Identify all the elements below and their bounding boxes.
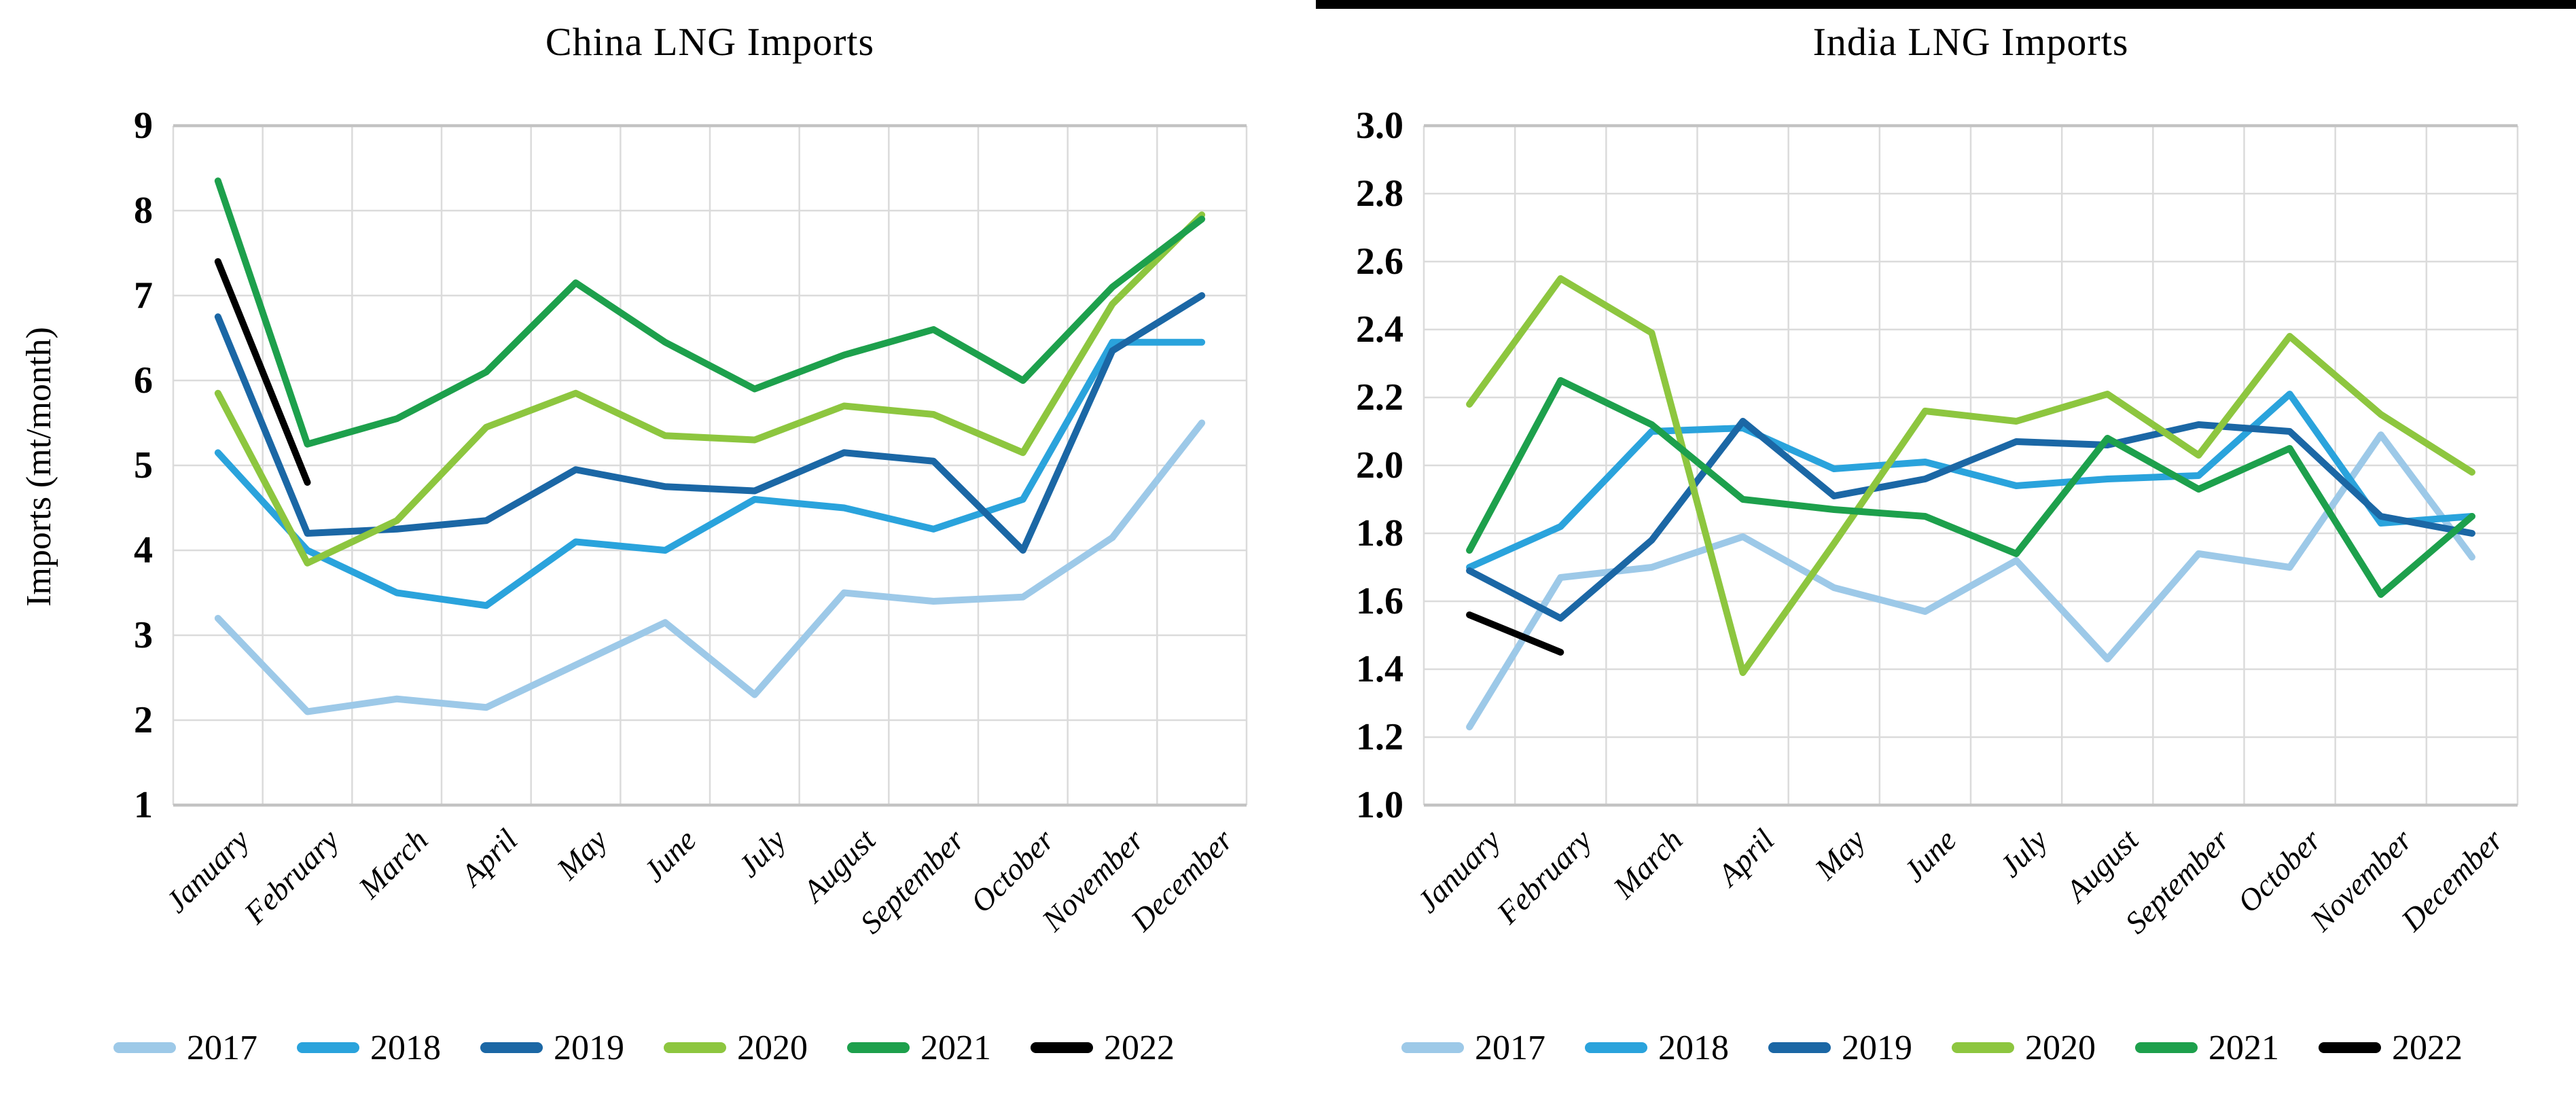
legend-label-2022: 2022 xyxy=(1104,1028,1175,1067)
legend-label-2021: 2021 xyxy=(2208,1028,2279,1067)
legend-swatch-2021 xyxy=(847,1042,910,1053)
plot-area xyxy=(1423,124,2519,807)
india-lng-imports-chart: India LNG Imports 3.0 2.8 2.6 2.4 2.2 2.0 1.8 1… xyxy=(1288,0,2576,1102)
legend-item-2017: 2017 xyxy=(1401,1020,1545,1075)
legend-swatch-2022 xyxy=(2319,1042,2381,1053)
legend-item-2017: 2017 xyxy=(113,1020,257,1075)
legend-swatch-2021 xyxy=(2135,1042,2198,1053)
top-border-bar xyxy=(1316,0,2576,9)
chart-title: India LNG Imports xyxy=(1812,20,2129,64)
legend-item-2020: 2020 xyxy=(1952,1020,2096,1075)
y-axis-tick-label: 1.2 xyxy=(1356,716,1403,758)
y-axis-tick-label: 2.2 xyxy=(1356,376,1403,419)
series-line-2018 xyxy=(214,338,1206,609)
series-line-2019 xyxy=(1466,418,2475,622)
y-axis-tick-label: 2 xyxy=(134,699,153,741)
y-axis-tick-label: 2.0 xyxy=(1356,444,1403,486)
y-axis-tick-label: 8 xyxy=(134,190,153,232)
chart-title: China LNG Imports xyxy=(545,20,875,64)
legend-swatch-2017 xyxy=(113,1042,176,1053)
legend-item-2022: 2022 xyxy=(1031,1020,1175,1075)
legend-item-2018: 2018 xyxy=(297,1020,441,1075)
series-line-2018 xyxy=(1466,391,2475,571)
legend-swatch-2020 xyxy=(1952,1042,2014,1053)
legend-label-2020: 2020 xyxy=(2025,1028,2096,1067)
y-axis-tick-label: 2.4 xyxy=(1356,308,1403,351)
legend-item-2018: 2018 xyxy=(1585,1020,1729,1075)
legend-swatch-2017 xyxy=(1401,1042,1464,1053)
series-line-2020 xyxy=(1466,275,2475,676)
y-axis-tick-label: 2.6 xyxy=(1356,241,1403,283)
legend-label-2017: 2017 xyxy=(1475,1028,1545,1067)
legend-label-2019: 2019 xyxy=(1842,1028,1912,1067)
legend-item-2019: 2019 xyxy=(1768,1020,1912,1075)
y-axis-tick-label: 3.0 xyxy=(1356,105,1403,147)
y-axis-tick-label: 2.8 xyxy=(1356,173,1403,215)
y-axis-tick-label: 9 xyxy=(134,105,153,147)
legend-swatch-2022 xyxy=(1031,1042,1093,1053)
legend-item-2021: 2021 xyxy=(847,1020,991,1075)
series-line-2021 xyxy=(214,177,1206,448)
series-line-2022 xyxy=(214,258,311,486)
legend-item-2021: 2021 xyxy=(2135,1020,2279,1075)
series-line-2017 xyxy=(214,419,1206,715)
y-axis-tick-label: 6 xyxy=(134,359,153,402)
legend-label-2022: 2022 xyxy=(2392,1028,2463,1067)
legend-item-2022: 2022 xyxy=(2319,1020,2463,1075)
y-axis-tick-label: 1 xyxy=(134,784,153,826)
legend-label-2021: 2021 xyxy=(920,1028,991,1067)
y-axis-tick-label: 1.8 xyxy=(1356,512,1403,554)
y-axis-tick-label: 4 xyxy=(134,529,153,571)
legend-item-2020: 2020 xyxy=(664,1020,808,1075)
series-line-2022 xyxy=(1466,611,1564,656)
legend-label-2017: 2017 xyxy=(187,1028,257,1067)
series-line-2017 xyxy=(1466,431,2475,730)
y-axis-tick-label: 3 xyxy=(134,614,153,656)
y-axis-tick-label: 7 xyxy=(134,274,153,317)
y-axis-tick-label: 1.6 xyxy=(1356,580,1403,622)
legend-label-2018: 2018 xyxy=(370,1028,441,1067)
y-axis-tick-label: 1.4 xyxy=(1356,648,1403,690)
series-line-2020 xyxy=(214,211,1206,567)
legend-item-2019: 2019 xyxy=(480,1020,624,1075)
legend-swatch-2019 xyxy=(480,1042,543,1053)
legend-label-2019: 2019 xyxy=(554,1028,624,1067)
plot-area xyxy=(172,124,1248,807)
y-axis-tick-label: 5 xyxy=(134,444,153,486)
y-axis-tick-label: 1.0 xyxy=(1356,784,1403,826)
legend-swatch-2018 xyxy=(297,1042,359,1053)
legend-swatch-2020 xyxy=(664,1042,726,1053)
legend-label-2018: 2018 xyxy=(1658,1028,1729,1067)
legend: 2017 2018 2019 2020 2021 2022 xyxy=(1288,1020,2576,1075)
legend-swatch-2019 xyxy=(1768,1042,1831,1053)
legend-swatch-2018 xyxy=(1585,1042,1647,1053)
series-line-2021 xyxy=(1466,377,2475,598)
legend: 2017 2018 2019 2020 2021 2022 xyxy=(0,1020,1288,1075)
legend-label-2020: 2020 xyxy=(737,1028,808,1067)
